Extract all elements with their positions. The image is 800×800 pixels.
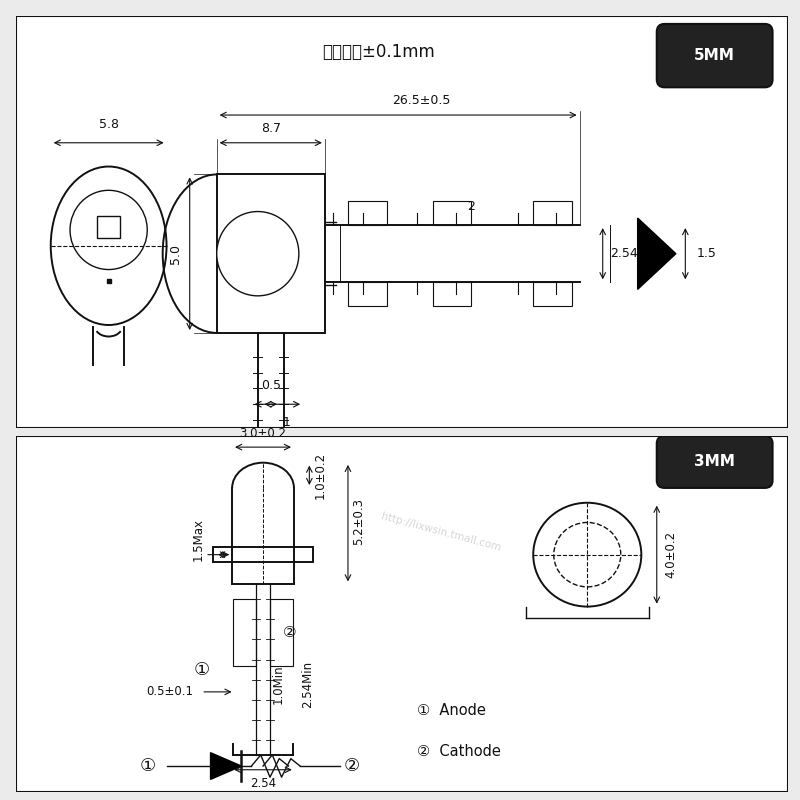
Text: 1.5: 1.5 xyxy=(697,247,717,260)
Text: 5.0: 5.0 xyxy=(169,244,182,264)
Text: 3MM: 3MM xyxy=(694,454,735,470)
Circle shape xyxy=(70,190,147,270)
FancyBboxPatch shape xyxy=(433,282,471,306)
Text: 3.0±0.2: 3.0±0.2 xyxy=(239,426,286,440)
Text: 4.0±0.2: 4.0±0.2 xyxy=(665,531,678,578)
FancyBboxPatch shape xyxy=(270,599,293,666)
Text: 2.54: 2.54 xyxy=(250,777,276,790)
Circle shape xyxy=(534,502,642,606)
FancyBboxPatch shape xyxy=(97,216,120,238)
Text: 未标公差±0.1mm: 未标公差±0.1mm xyxy=(322,42,435,61)
Text: 2: 2 xyxy=(467,200,475,214)
Text: 0.5: 0.5 xyxy=(261,379,281,392)
Text: 1.0±0.2: 1.0±0.2 xyxy=(314,452,326,499)
Text: http://lixwsin.tmall.com: http://lixwsin.tmall.com xyxy=(380,512,502,554)
Text: 1.0Min: 1.0Min xyxy=(271,665,285,704)
FancyBboxPatch shape xyxy=(16,16,788,428)
Polygon shape xyxy=(210,753,242,779)
Ellipse shape xyxy=(50,166,166,325)
Text: ②  Cathode: ② Cathode xyxy=(418,744,502,758)
Circle shape xyxy=(217,211,299,296)
Text: 0.5±0.1: 0.5±0.1 xyxy=(146,686,194,698)
FancyBboxPatch shape xyxy=(433,202,471,225)
Text: 5MM: 5MM xyxy=(694,48,735,63)
Text: 1.5Max: 1.5Max xyxy=(192,518,205,562)
Text: 5.2±0.3: 5.2±0.3 xyxy=(352,498,365,545)
FancyBboxPatch shape xyxy=(348,282,386,306)
FancyBboxPatch shape xyxy=(217,174,325,333)
Text: 1: 1 xyxy=(282,416,290,429)
Text: 2.54: 2.54 xyxy=(610,247,638,260)
FancyBboxPatch shape xyxy=(534,202,572,225)
Text: ①  Anode: ① Anode xyxy=(418,703,486,718)
Text: ①: ① xyxy=(139,757,155,775)
FancyBboxPatch shape xyxy=(534,282,572,306)
Text: 2.54Min: 2.54Min xyxy=(301,661,314,708)
FancyBboxPatch shape xyxy=(657,24,773,87)
Polygon shape xyxy=(638,218,676,290)
Text: 26.5±0.5: 26.5±0.5 xyxy=(392,94,450,107)
Text: 5.8: 5.8 xyxy=(98,118,118,131)
Text: 8.7: 8.7 xyxy=(261,122,281,135)
Circle shape xyxy=(554,522,621,587)
Text: ②: ② xyxy=(283,625,297,640)
FancyBboxPatch shape xyxy=(657,436,773,488)
FancyBboxPatch shape xyxy=(213,547,314,562)
FancyBboxPatch shape xyxy=(348,202,386,225)
Text: ①: ① xyxy=(194,661,210,678)
Text: ②: ② xyxy=(344,757,360,775)
FancyBboxPatch shape xyxy=(233,599,256,666)
FancyBboxPatch shape xyxy=(16,436,788,792)
